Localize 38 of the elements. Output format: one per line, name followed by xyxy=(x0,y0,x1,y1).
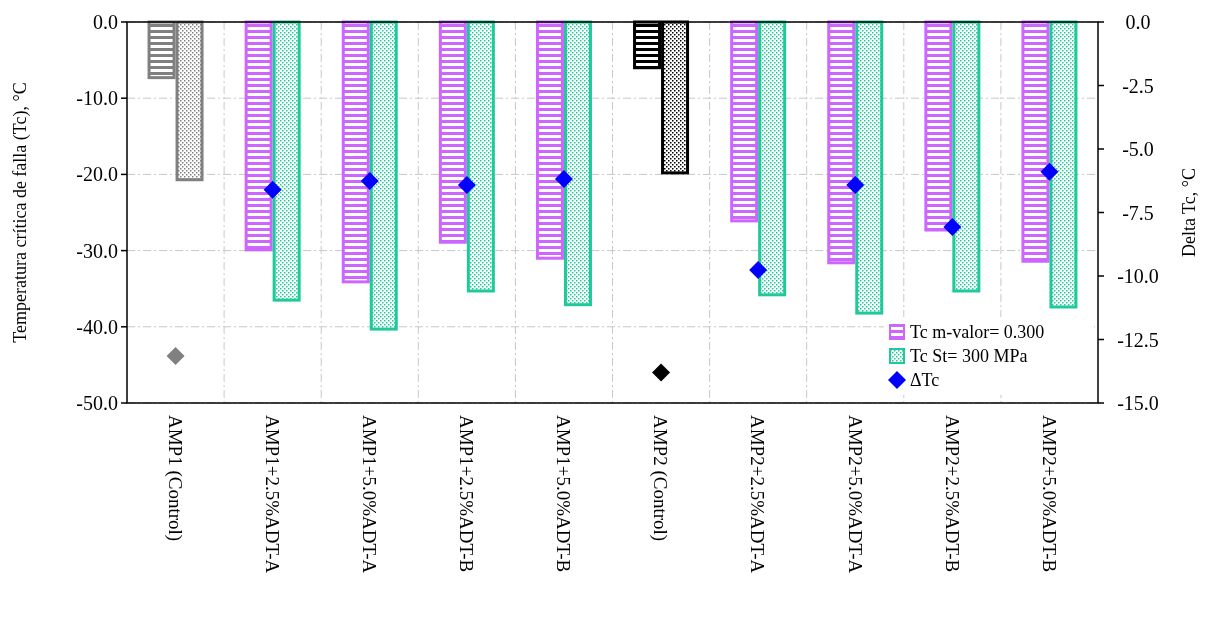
x-tick-label: AMP2+2.5%ADT-A xyxy=(747,415,769,574)
x-tick-label: AMP2+5.0%ADT-A xyxy=(844,415,866,574)
point xyxy=(554,169,573,188)
y-tick-label: -20.0 xyxy=(76,163,118,186)
point xyxy=(1040,162,1059,181)
y-tick-label: -30.0 xyxy=(76,239,118,262)
point xyxy=(360,172,379,190)
y2-tick-label: -2.5 xyxy=(1122,74,1154,97)
x-tick-label: AMP1+5.0%ADT-B xyxy=(553,415,575,573)
x-tick-label: AMP2 (Control) xyxy=(649,415,672,542)
legend-label: Tc m-valor= 0.300 xyxy=(910,322,1045,343)
point xyxy=(943,217,962,236)
y2-tick-label: -7.5 xyxy=(1122,201,1154,224)
legend-label: Tc St= 300 MPa xyxy=(910,346,1028,367)
y2-tick-label: 0.0 xyxy=(1125,11,1151,33)
x-tick-label: AMP1 (Control) xyxy=(163,415,186,542)
x-tick-label: AMP1+2.5%ADT-A xyxy=(262,415,283,574)
y-axis-title: Temperatura crítica de falla (Tc), °C xyxy=(10,82,31,343)
x-tick-label: AMP1+2.5%ADT-B xyxy=(456,415,478,573)
y2-tick-label: -10.0 xyxy=(1117,265,1159,287)
y-tick-label: -40.0 xyxy=(76,315,118,338)
y2-axis-title: Delta Tc, °C xyxy=(1179,167,1199,258)
y-tick-label: 0.0 xyxy=(93,11,118,33)
point xyxy=(846,176,865,195)
y-tick-label: -50.0 xyxy=(76,392,118,414)
x-tick-label: AMP2+5.0%ADT-B xyxy=(1038,415,1060,573)
point xyxy=(749,260,768,279)
x-tick-label: AMP2+2.5%ADT-B xyxy=(941,415,963,573)
y-tick-label: -10.0 xyxy=(76,87,118,110)
y2-tick-label: -5.0 xyxy=(1122,138,1154,160)
y2-tick-label: -12.5 xyxy=(1117,328,1159,351)
x-tick-label: AMP1+5.0%ADT-A xyxy=(359,415,381,574)
legend-label: ΔTc xyxy=(910,370,940,391)
point xyxy=(166,347,185,366)
point xyxy=(457,176,476,195)
point xyxy=(652,363,671,382)
point xyxy=(263,180,282,199)
y2-tick-label: -15.0 xyxy=(1117,392,1159,414)
